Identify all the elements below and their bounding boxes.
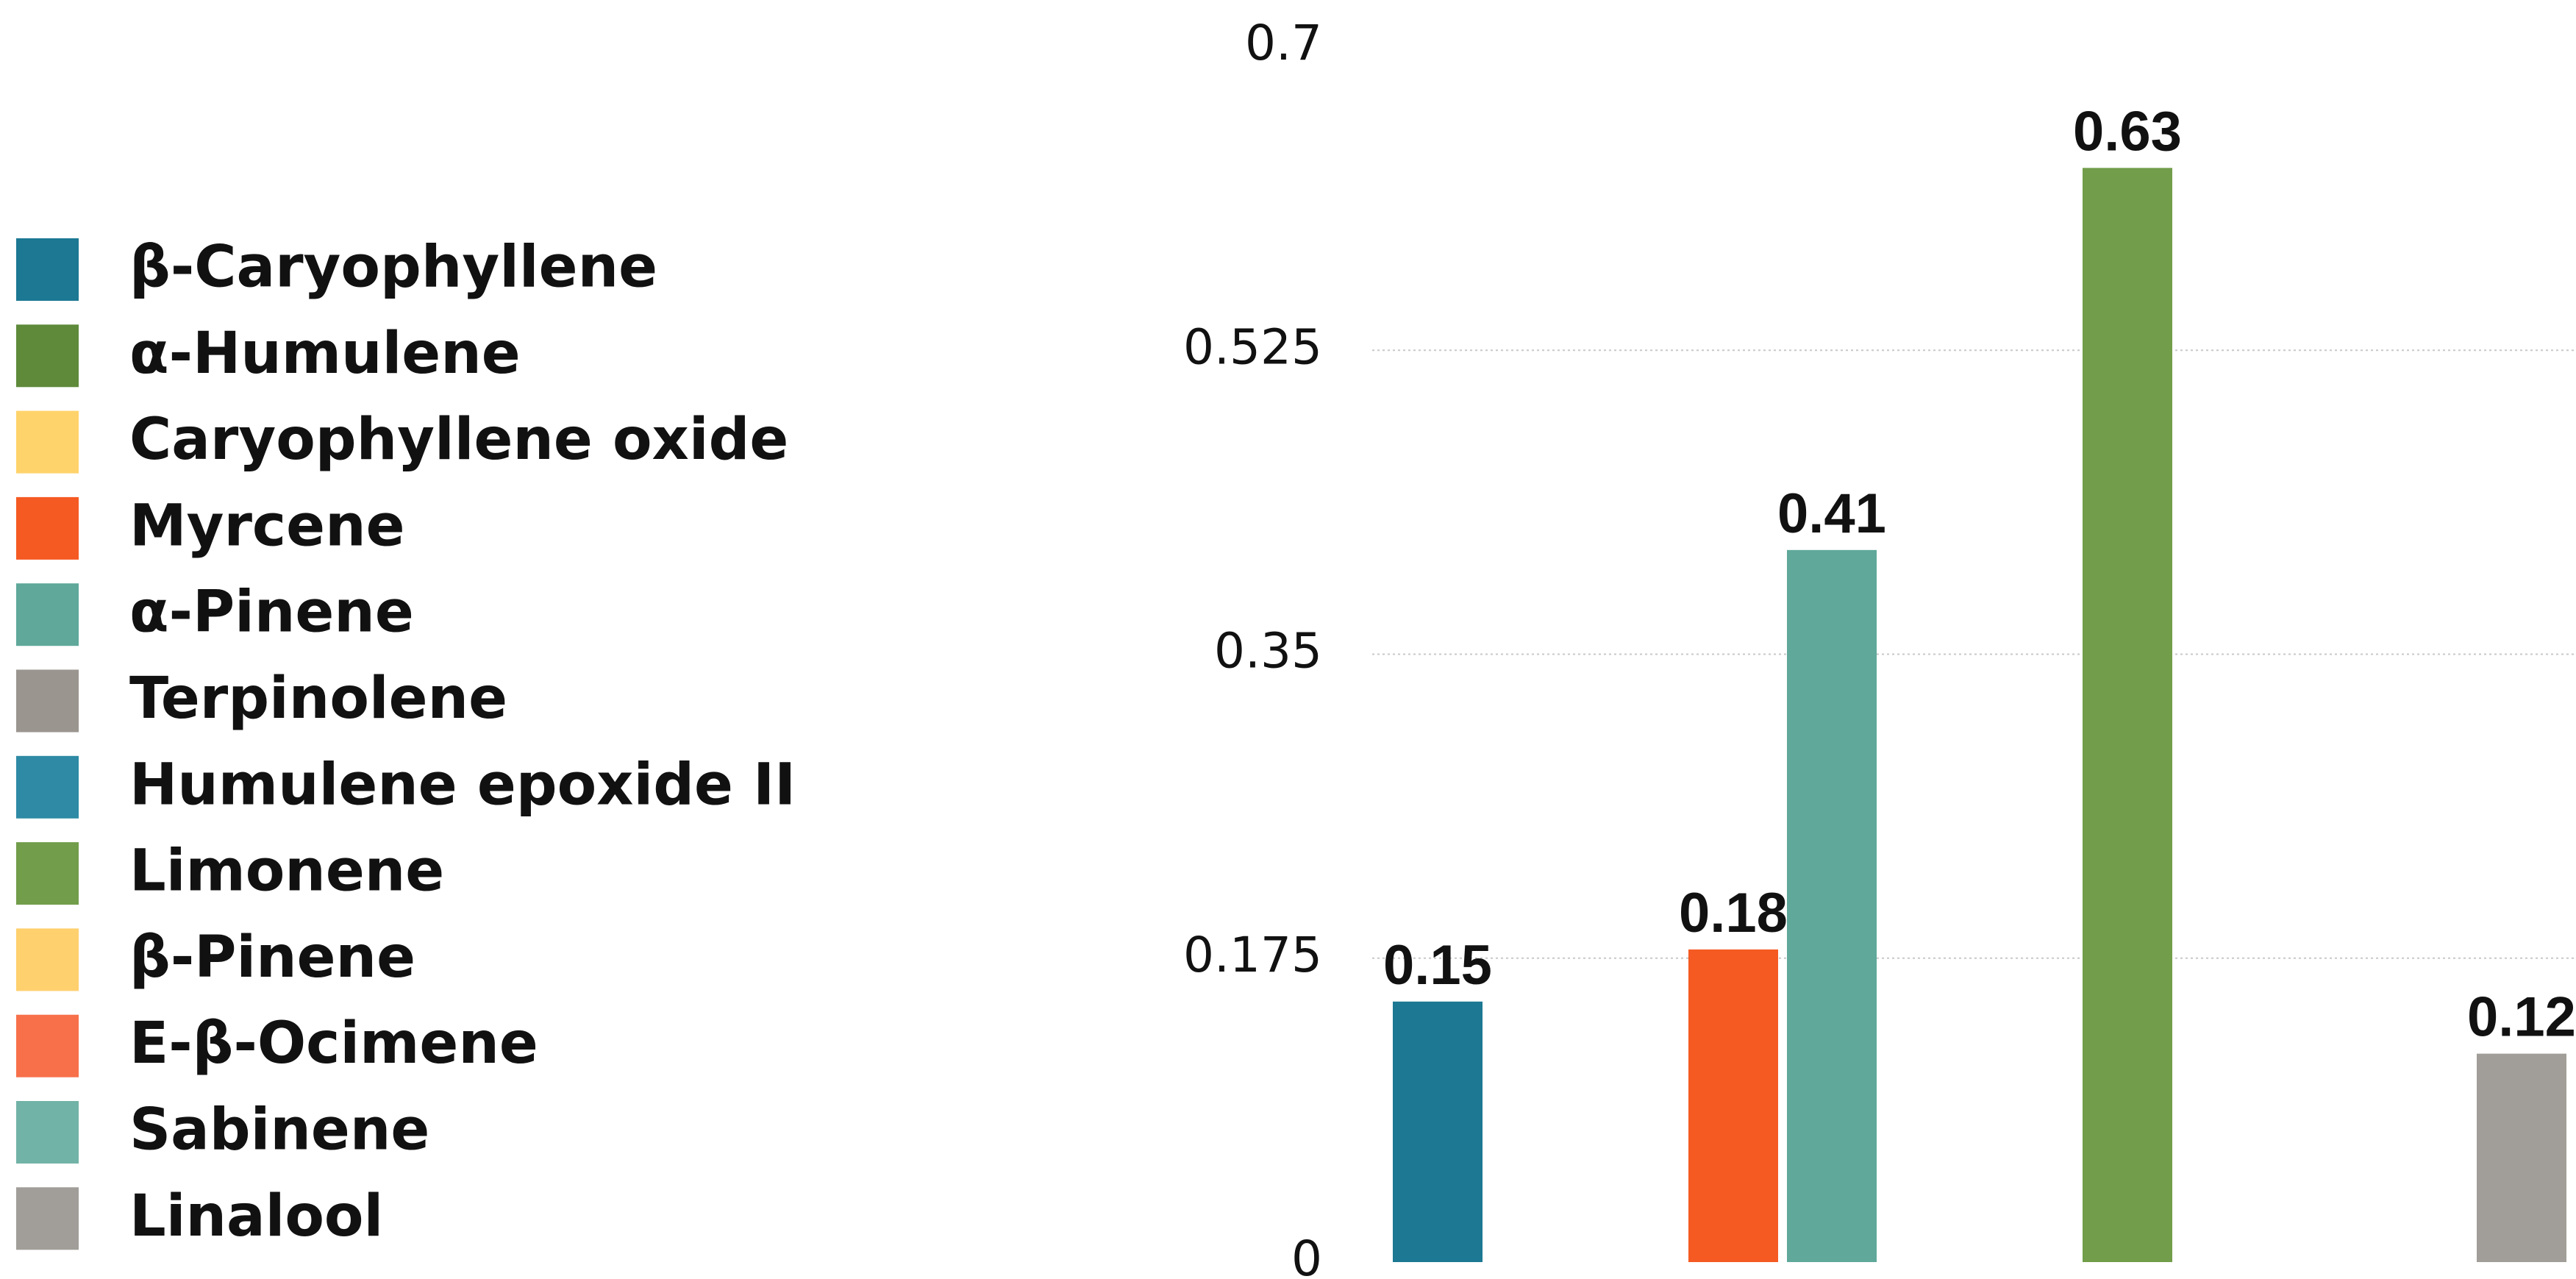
- legend-swatch: [16, 496, 79, 560]
- value-label: 0.41: [1777, 482, 1886, 545]
- value-label: 0.63: [2073, 100, 2182, 163]
- legend-swatch: [16, 410, 79, 474]
- legend-swatch: [16, 324, 79, 388]
- bar: [1688, 949, 1778, 1262]
- y-tick-label: 0: [1291, 1230, 1322, 1279]
- bar: [1787, 549, 1877, 1262]
- legend-label: Humulene epoxide II: [129, 752, 796, 818]
- legend-label: Linalool: [129, 1183, 383, 1250]
- y-tick-label: 0.35: [1214, 623, 1322, 680]
- legend-label: Caryophyllene oxide: [129, 407, 788, 473]
- legend-label: Sabinene: [129, 1097, 429, 1163]
- legend-swatch: [16, 928, 79, 991]
- y-tick-label: 0.7: [1245, 15, 1322, 71]
- y-tick-label: 0.525: [1183, 318, 1322, 375]
- legend-swatch: [16, 1101, 79, 1164]
- legend-label: β-Pinene: [129, 924, 415, 991]
- value-label: 0.18: [1679, 882, 1788, 944]
- legend-label: α-Pinene: [129, 580, 414, 646]
- y-tick-label: 0.175: [1183, 927, 1322, 983]
- bar: [1393, 1001, 1483, 1262]
- legend-label: β-Caryophyllene: [129, 234, 657, 300]
- legend-swatch: [16, 669, 79, 733]
- legend-swatch: [16, 583, 79, 646]
- legend-label: α-Humulene: [129, 321, 521, 387]
- bar: [2477, 1053, 2566, 1262]
- value-label: 0.12: [2467, 986, 2576, 1049]
- legend-label: Limonene: [129, 838, 444, 905]
- value-label: 0.15: [1383, 934, 1492, 997]
- bar: [2083, 168, 2172, 1262]
- legend-swatch: [16, 842, 79, 905]
- legend-label: E-β-Ocimene: [129, 1011, 538, 1077]
- legend-swatch: [16, 755, 79, 819]
- legend-swatch: [16, 1014, 79, 1077]
- legend-label: Terpinolene: [129, 666, 507, 732]
- legend-swatch: [16, 1187, 79, 1250]
- legend-label: Myrcene: [129, 493, 405, 559]
- legend-swatch: [16, 238, 79, 301]
